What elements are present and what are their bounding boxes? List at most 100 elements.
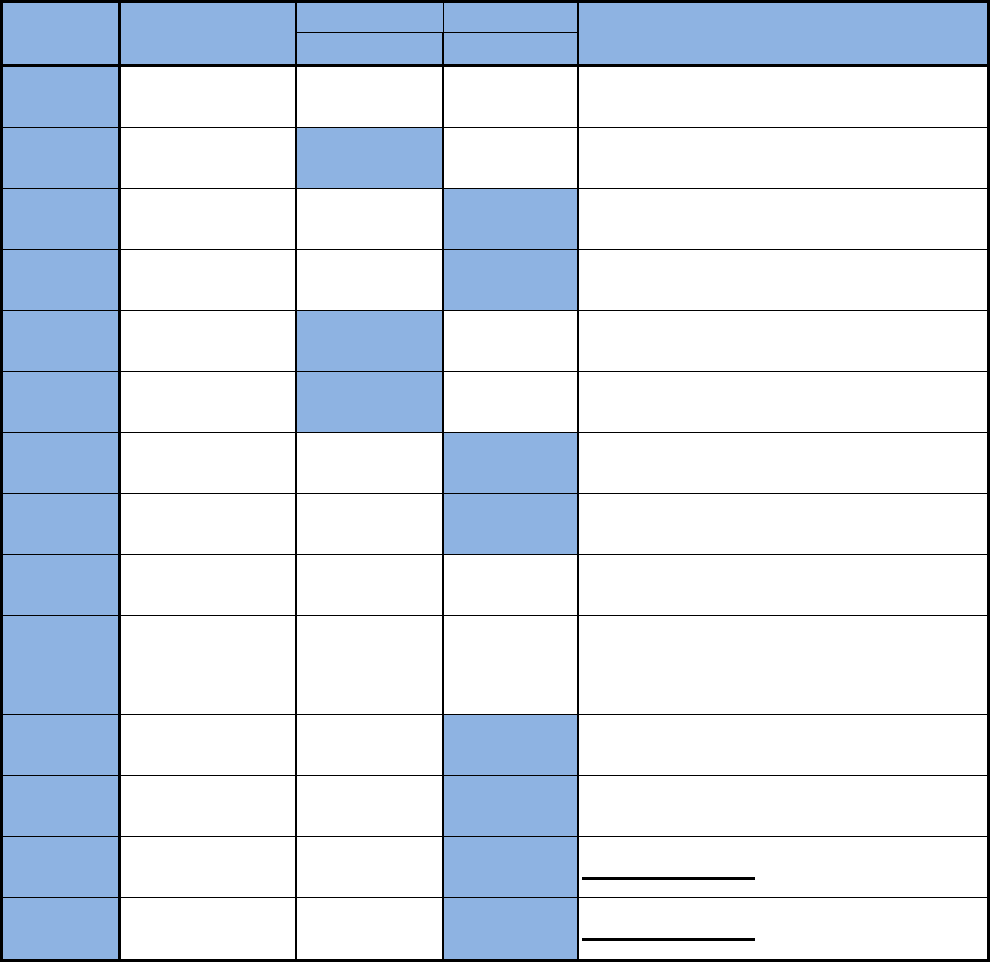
table-cell (578, 311, 987, 372)
table-cell (443, 433, 578, 494)
header-divider (296, 32, 578, 33)
table-cell (3, 433, 121, 494)
table-cell (578, 372, 987, 433)
table-cell (296, 616, 443, 715)
bottom-border (0, 959, 990, 962)
table-cell (121, 128, 296, 189)
cover (442, 3, 443, 32)
table-cell (296, 433, 443, 494)
table-cell (3, 776, 121, 837)
table-cell (296, 67, 443, 128)
table-cell (121, 898, 296, 959)
table-cell (3, 372, 121, 433)
table-cell (121, 555, 296, 616)
row-divider (0, 432, 990, 434)
table-cell (3, 898, 121, 959)
table-cell (3, 67, 121, 128)
row-divider (0, 188, 990, 190)
table-cell (296, 776, 443, 837)
table-cell (578, 837, 987, 898)
header-subcell (296, 33, 443, 64)
table-cell (578, 189, 987, 250)
row-divider (0, 615, 990, 617)
table-cell (121, 67, 296, 128)
table-cell (296, 715, 443, 776)
table-cell (121, 776, 296, 837)
table-cell (121, 250, 296, 311)
row-divider (0, 127, 990, 129)
table-cell (578, 616, 987, 715)
table-cell (578, 555, 987, 616)
row-divider (0, 493, 990, 495)
row-divider (0, 371, 990, 373)
table-cell (578, 494, 987, 555)
column-divider (295, 3, 297, 959)
header-subcell (443, 33, 578, 64)
table-cell (443, 837, 578, 898)
table-cell (296, 494, 443, 555)
blank-underline (582, 877, 755, 880)
table-cell (578, 715, 987, 776)
table-cell (578, 250, 987, 311)
table-cell (3, 555, 121, 616)
table-cell (3, 311, 121, 372)
table-cell (578, 776, 987, 837)
row-divider (0, 249, 990, 251)
table-cell (296, 250, 443, 311)
table-cell (296, 898, 443, 959)
table-cell (296, 555, 443, 616)
row-divider (0, 714, 990, 716)
column-divider-thick (118, 0, 121, 962)
table-cell (121, 715, 296, 776)
table-cell (296, 189, 443, 250)
table-cell (443, 494, 578, 555)
column-divider (577, 3, 579, 959)
table-cell (3, 616, 121, 715)
table-cell (578, 128, 987, 189)
right-border (987, 0, 990, 962)
row-divider (0, 775, 990, 777)
row-divider (0, 836, 990, 838)
table-cell (296, 372, 443, 433)
table-cell (296, 311, 443, 372)
header-cell (578, 3, 987, 64)
row-divider (0, 554, 990, 556)
table-cell (121, 433, 296, 494)
table-cell (578, 433, 987, 494)
table-cell (3, 128, 121, 189)
table-cell (296, 837, 443, 898)
table-cell (296, 128, 443, 189)
table-cell (443, 776, 578, 837)
table-cell (121, 837, 296, 898)
table-cell (3, 494, 121, 555)
table-cell (443, 372, 578, 433)
table-cell (3, 189, 121, 250)
table-cell (121, 372, 296, 433)
table-cell (3, 715, 121, 776)
table-cell (443, 250, 578, 311)
table-cell (443, 616, 578, 715)
table-cell (443, 715, 578, 776)
table-cell (443, 128, 578, 189)
header-cell (121, 3, 296, 64)
column-divider (442, 3, 444, 959)
table-cell (578, 898, 987, 959)
table-cell (121, 189, 296, 250)
row-divider (0, 897, 990, 899)
table-cell (121, 494, 296, 555)
table-cell (121, 311, 296, 372)
table-cell (443, 67, 578, 128)
table-cell (443, 189, 578, 250)
table-cell (578, 67, 987, 128)
top-border (0, 0, 990, 3)
table-cell (3, 250, 121, 311)
left-border (0, 0, 3, 962)
blank-underline (582, 938, 755, 941)
table-cell (3, 837, 121, 898)
table-cell (121, 616, 296, 715)
table-cell (443, 555, 578, 616)
header-border (0, 64, 990, 67)
table-cell (443, 898, 578, 959)
header-group-cell (296, 3, 578, 32)
